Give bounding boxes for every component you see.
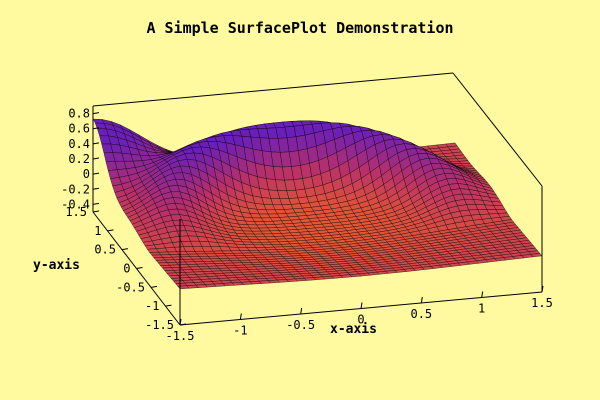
surface-patch [493, 205, 506, 210]
z-tick-label: 0.2 [68, 152, 90, 166]
z-tick-label: 0.8 [68, 107, 90, 121]
x-tick-label: 1 [478, 302, 485, 316]
surface-patch [530, 253, 543, 258]
y-tick-label: -1 [145, 299, 159, 313]
z-tick-mark [92, 127, 100, 130]
y-tick-mark [121, 248, 129, 251]
x-tick-label: 0.5 [410, 307, 432, 321]
x-tick-label: -1.5 [166, 329, 195, 343]
z-axis-ticks: -0.4-0.200.20.40.60.8 [61, 107, 100, 211]
y-tick-mark [150, 285, 158, 288]
x-axis-label: x-axis [330, 322, 377, 337]
y-tick-mark [107, 229, 114, 232]
z-tick-mark [92, 157, 100, 160]
y-tick-mark [92, 210, 100, 213]
z-tick-mark [92, 142, 100, 145]
z-tick-mark [92, 202, 100, 205]
x-tick-mark [481, 291, 484, 298]
x-tick-label: -0.5 [286, 318, 315, 332]
z-tick-label: 0 [83, 167, 90, 181]
x-tick-mark [541, 285, 544, 293]
y-tick-label: 0 [123, 262, 130, 276]
z-tick-mark [92, 112, 100, 115]
y-tick-label: 1.5 [65, 205, 87, 219]
y-tick-label: -0.5 [116, 280, 145, 294]
z-tick-mark [92, 187, 100, 190]
z-tick-mark [92, 172, 100, 175]
x-tick-label: 1.5 [531, 296, 553, 310]
z-tick-label: 0.4 [68, 137, 90, 151]
z-tick-label: 0.6 [68, 122, 90, 136]
x-axis-ticks: -1.5 -1 -0.5 0 0.5 1 1.5 [166, 285, 553, 343]
x-tick-label: 0 [357, 313, 364, 327]
x-tick-label: -1 [233, 324, 247, 338]
y-tick-label: -1.5 [145, 318, 174, 332]
y-axis-label: y-axis [33, 258, 80, 273]
y-tick-mark [179, 323, 187, 326]
chart-title: A Simple SurfacePlot Demonstration [146, 19, 453, 37]
x-tick-mark [360, 302, 363, 309]
y-tick-label: 0.5 [94, 243, 116, 257]
x-tick-mark [239, 313, 242, 320]
surface-mesh [92, 118, 543, 290]
x-tick-mark [420, 296, 423, 304]
z-tick-label: -0.2 [61, 182, 90, 196]
y-tick-label: 1 [94, 224, 101, 238]
z-tick-label: -0.4 [61, 197, 90, 211]
y-tick-mark [165, 304, 172, 307]
x-tick-mark [300, 307, 303, 315]
box-edge-back-right-top [452, 72, 543, 187]
box-edge-back-top [92, 72, 454, 107]
surface-patch [458, 160, 471, 164]
x-tick-mark [179, 318, 182, 326]
y-axis-ticks: -1.5 -1-0.5 0 0.5 1 1.5 [65, 205, 187, 332]
y-tick-mark [136, 267, 143, 269]
